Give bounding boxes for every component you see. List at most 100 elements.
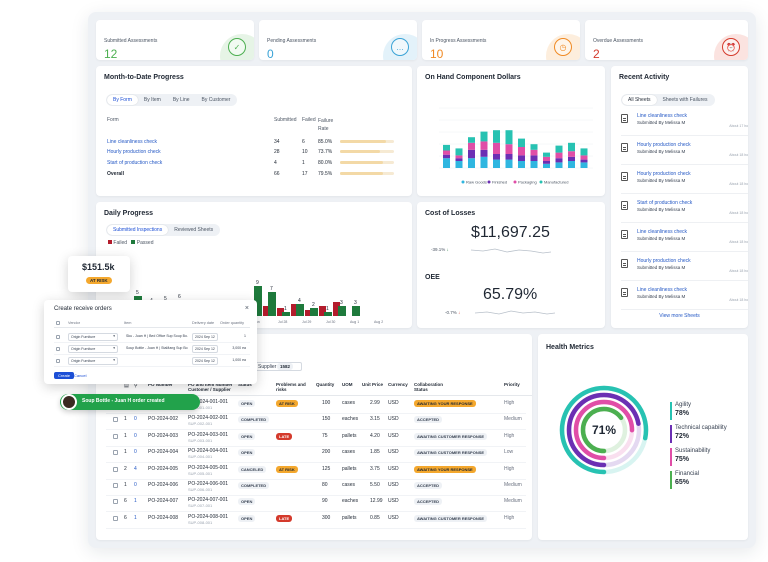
table-row[interactable] (106, 496, 526, 513)
vendor-select[interactable]: Origin Furniture ▾ (68, 345, 118, 353)
po-number[interactable]: PO-2024-007 (148, 498, 179, 505)
order-quantity-input[interactable]: 1,000 ea (232, 358, 246, 362)
column-header[interactable]: Unit Price (362, 382, 384, 387)
order-quantity-input[interactable]: 1 (244, 334, 246, 338)
item-select[interactable]: Sku - Juan H | Bed Office Sup Soup Bo... (126, 334, 188, 338)
table-row[interactable] (106, 431, 526, 447)
tab-by-item[interactable]: By Item (143, 97, 161, 103)
mtd-row-form[interactable]: Hourly production check (107, 149, 161, 155)
vendor-select[interactable]: Origin Furniture ▾ (68, 333, 118, 341)
order-quantity-input[interactable]: 3,000 ea (232, 346, 246, 350)
column-header[interactable]: Currency (388, 382, 408, 387)
list-item[interactable]: Hourly production check Submitted By Mel… (621, 139, 748, 165)
column-header[interactable]: Collaboration Status (414, 382, 443, 392)
row-checkbox[interactable] (56, 347, 60, 351)
delivery-date-input[interactable]: 2024 Sep 12 (192, 345, 218, 353)
vendor-select[interactable]: Origin Furniture ▾ (68, 357, 118, 365)
tab-sheets-with-failures[interactable]: Sheets with Failures (662, 97, 708, 103)
tab-all-sheets[interactable]: All Sheets (622, 95, 657, 105)
item-select[interactable]: Soup Bottle - Juan H | StaMang Sup Bo... (126, 346, 188, 350)
row-checkbox[interactable] (113, 450, 118, 456)
delivery-date-input[interactable]: 2024 Sep 12 (192, 333, 218, 341)
select-all-checkbox[interactable] (56, 321, 60, 325)
row-checkbox[interactable] (113, 466, 118, 472)
row-count-b: 0 (134, 416, 137, 423)
column-header[interactable]: UOM (342, 382, 353, 387)
table-row[interactable] (106, 480, 526, 496)
row-checkbox[interactable] (113, 499, 118, 505)
filter-icon[interactable]: ▤ (124, 383, 129, 389)
table-row[interactable] (106, 414, 526, 431)
column-header[interactable]: Status (238, 382, 252, 387)
mtd-row-form[interactable]: Start of production check (107, 160, 163, 166)
tab-reviewed-sheets[interactable]: Reviewed Sheets (174, 227, 214, 233)
list-item[interactable]: Line cleanliness check Submitted By Meli… (621, 110, 748, 136)
column-header[interactable]: PO Number (148, 382, 173, 387)
supplier-code: SUP-006-001 (188, 487, 213, 492)
table-row[interactable] (106, 513, 526, 529)
count-badge: 1582 (277, 363, 294, 370)
kpi-card-overdue[interactable]: Overdue Assessments 2 ⏰ (585, 20, 748, 60)
column-header[interactable]: Quantity (316, 382, 335, 387)
tab-submitted-inspections[interactable]: Submitted Inspections (107, 225, 169, 235)
activity-title[interactable]: Hourly production check (637, 171, 691, 177)
stacked-bar-segment (568, 151, 575, 157)
metric-value: 72% (675, 433, 690, 440)
list-item[interactable]: Line cleanliness check Submitted By Meli… (621, 284, 748, 310)
activity-time: About 18 hours (729, 153, 748, 157)
metric-bar (670, 402, 672, 420)
create-button[interactable]: Create (54, 372, 75, 379)
activity-title[interactable]: Line cleanliness check (637, 287, 688, 293)
row-checkbox[interactable] (113, 515, 118, 521)
card-title: On Hand Component Dollars (425, 74, 521, 81)
list-item[interactable]: Start of production check Submitted By M… (621, 197, 748, 223)
table-row[interactable] (106, 398, 526, 414)
po-number[interactable]: PO-2024-008 (148, 514, 179, 521)
list-item[interactable]: Line cleanliness check Submitted By Meli… (621, 226, 748, 252)
po-number[interactable]: PO-2024-006 (148, 482, 179, 488)
list-item[interactable]: Hourly production check Submitted By Mel… (621, 255, 748, 281)
activity-title[interactable]: Hourly production check (637, 258, 691, 264)
stacked-bar-segment (555, 152, 563, 159)
po-number[interactable]: PO-2024-005 (148, 465, 179, 472)
priority: High (504, 400, 515, 406)
row-checkbox[interactable] (56, 359, 60, 363)
column-header[interactable]: PO and Item Number Customer / Supplier (188, 382, 233, 392)
row-checkbox[interactable] (113, 483, 118, 488)
tab-by-line[interactable]: By Line (172, 97, 190, 103)
view-more-sheets-link[interactable]: View more Sheets (659, 313, 700, 319)
list-item[interactable]: Hourly production check Submitted By Mel… (621, 168, 748, 194)
po-item-number: PO-2024-001-001 (188, 399, 229, 405)
po-number[interactable]: PO-2024-003 (148, 432, 179, 439)
column-header[interactable]: Priority (504, 382, 520, 387)
tab-by-customer[interactable]: By Customer (201, 97, 231, 103)
activity-title[interactable]: Hourly production check (637, 142, 691, 148)
kpi-card-in-progress[interactable]: In Progress Assessments 10 ◷ (422, 20, 580, 60)
table-row[interactable] (106, 447, 526, 464)
close-icon[interactable]: × (244, 305, 249, 312)
table-row: Origin Furniture ▾ Soup Bottle - Juan H … (54, 344, 250, 355)
passed-bar (268, 292, 276, 316)
item-select[interactable] (124, 357, 188, 365)
row-checkbox[interactable] (56, 335, 60, 339)
column-header[interactable]: Problems and risks (276, 382, 306, 392)
activity-title[interactable]: Line cleanliness check (637, 229, 688, 235)
kpi-card-pending[interactable]: Pending Assessments 0 … (259, 20, 417, 60)
failure-rate-bar (340, 161, 394, 164)
delivery-date-input[interactable]: 2024 Sep 12 (192, 357, 218, 365)
po-number[interactable]: PO-2024-004 (148, 449, 179, 456)
cancel-button[interactable]: Cancel (74, 373, 87, 378)
po-number[interactable]: PO-2024-002 (148, 416, 179, 423)
activity-title[interactable]: Start of production check (637, 200, 693, 206)
table-row[interactable] (106, 464, 526, 480)
kpi-card-submitted[interactable]: Submitted Assessments 12 ✓ (96, 20, 254, 60)
tab-by-form[interactable]: By Form (107, 95, 138, 105)
status-badge: CANCELED (238, 465, 267, 473)
row-checkbox[interactable] (113, 417, 118, 423)
row-count-a: 2 (124, 465, 127, 472)
row-checkbox[interactable] (113, 433, 118, 439)
link-icon[interactable]: ⚲ (134, 383, 138, 389)
mtd-row-form[interactable]: Line cleanliness check (107, 139, 158, 145)
activity-title[interactable]: Line cleanliness check (637, 113, 688, 119)
table-row: Origin Furniture ▾ Sku - Juan H | Bed Of… (54, 332, 250, 343)
